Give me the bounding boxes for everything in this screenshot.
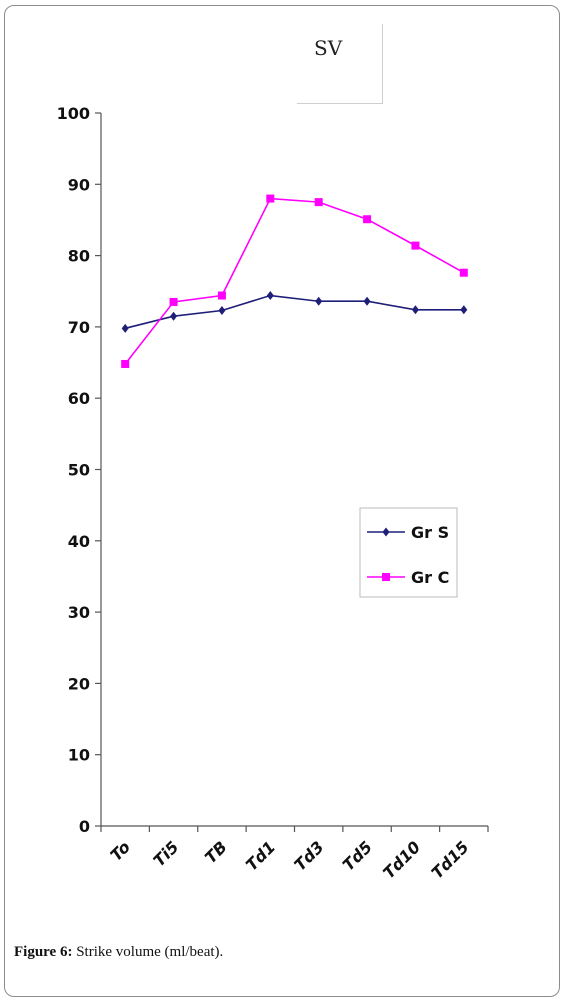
chart-axes bbox=[100, 113, 488, 827]
figure-frame bbox=[4, 5, 560, 997]
y-tick-label: 0 bbox=[79, 817, 90, 836]
legend-item: Gr C bbox=[367, 568, 449, 587]
data-point bbox=[315, 296, 323, 306]
data-point bbox=[411, 305, 419, 315]
x-axis-ticks: To Ti5 TB Td1 Td3 Td5 Td10 Td15 bbox=[100, 826, 489, 882]
legend-swatch-marker bbox=[382, 527, 390, 537]
y-axis-ticks: 0 10 20 30 40 50 60 70 80 90 100 bbox=[57, 104, 101, 836]
x-tick-label: Td3 bbox=[290, 837, 327, 874]
x-tick-label: Td10 bbox=[379, 837, 424, 882]
data-point bbox=[266, 291, 274, 301]
x-tick-label: Td15 bbox=[428, 837, 473, 882]
chart-title-box bbox=[297, 24, 383, 104]
data-point bbox=[169, 297, 178, 306]
y-tick-label: 70 bbox=[68, 318, 90, 337]
x-tick-label: Ti5 bbox=[149, 837, 182, 870]
chart-title: SV bbox=[314, 36, 343, 60]
legend-box bbox=[359, 507, 458, 598]
chart-series bbox=[121, 194, 468, 368]
data-point bbox=[121, 323, 129, 333]
legend-item: Gr S bbox=[367, 523, 449, 542]
y-tick-label: 90 bbox=[68, 175, 90, 194]
series-gr-c bbox=[121, 194, 468, 368]
x-tick-label: Td5 bbox=[339, 837, 376, 874]
legend-label: Gr S bbox=[411, 523, 449, 542]
data-point bbox=[459, 268, 468, 277]
caption-text: Strike volume (ml/beat). bbox=[72, 944, 224, 960]
data-point bbox=[363, 296, 371, 306]
y-tick-label: 60 bbox=[68, 389, 90, 408]
y-tick-label: 40 bbox=[68, 532, 90, 551]
x-tick-label: TB bbox=[201, 837, 231, 867]
x-tick-label: Td1 bbox=[242, 837, 279, 874]
y-tick-label: 30 bbox=[68, 603, 90, 622]
data-point bbox=[170, 311, 178, 321]
y-tick-label: 50 bbox=[68, 461, 90, 480]
y-tick-label: 100 bbox=[57, 104, 90, 123]
figure-caption: Figure 6: Strike volume (ml/beat). bbox=[14, 944, 223, 961]
data-point bbox=[121, 359, 130, 368]
series-gr-s bbox=[121, 291, 468, 333]
data-point bbox=[460, 305, 468, 315]
legend-label: Gr C bbox=[411, 568, 449, 587]
data-point bbox=[363, 215, 372, 224]
legend-swatch-marker bbox=[382, 573, 390, 581]
chart-legend: Gr S Gr C bbox=[359, 507, 458, 598]
y-tick-label: 20 bbox=[68, 674, 90, 693]
series-line bbox=[124, 294, 464, 330]
caption-label: Figure 6: bbox=[14, 944, 73, 960]
data-point bbox=[411, 241, 420, 250]
data-point bbox=[314, 198, 323, 207]
x-tick-label: To bbox=[107, 837, 134, 864]
y-tick-label: 80 bbox=[68, 247, 90, 266]
data-point bbox=[218, 306, 226, 316]
y-tick-label: 10 bbox=[68, 746, 90, 765]
series-line bbox=[124, 197, 465, 365]
data-point bbox=[266, 194, 275, 203]
data-point bbox=[217, 291, 226, 300]
